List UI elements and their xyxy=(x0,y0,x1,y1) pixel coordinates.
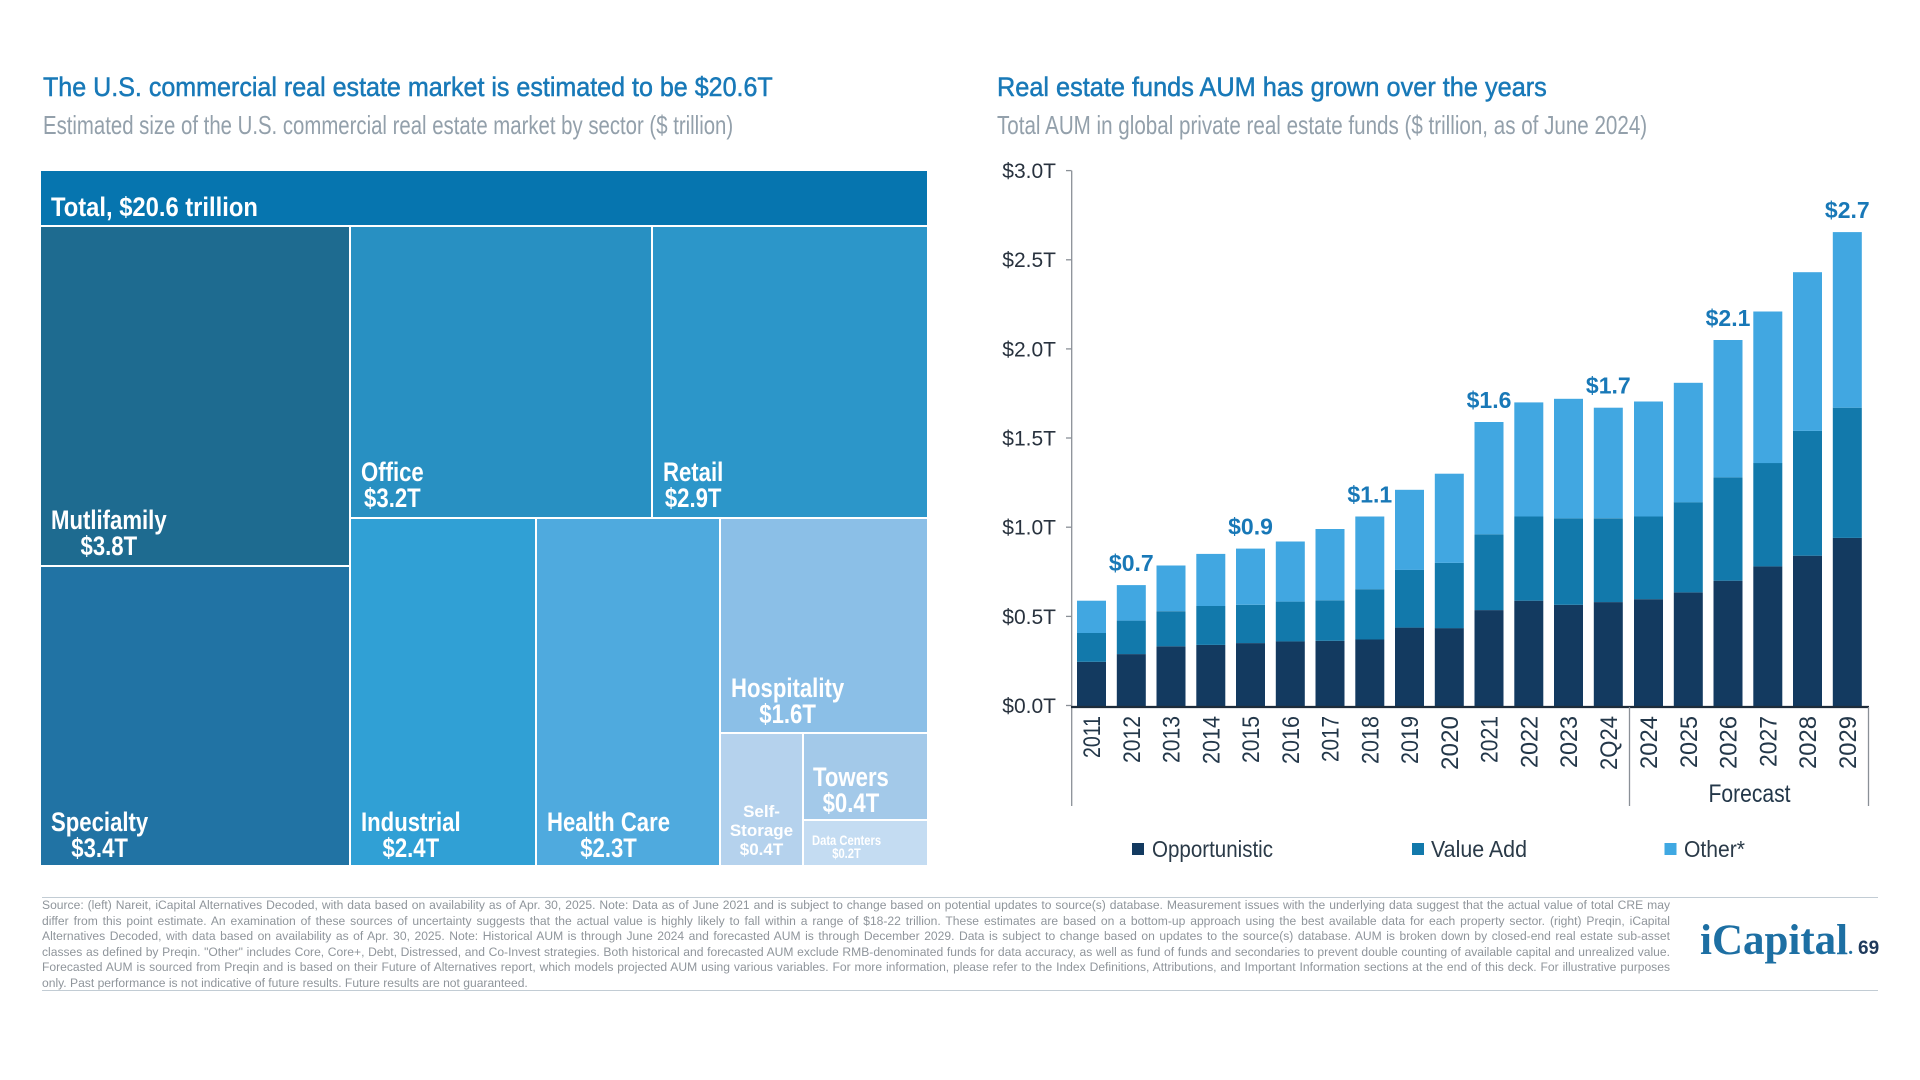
svg-text:$1.0T: $1.0T xyxy=(1002,517,1056,540)
svg-text:$1.7: $1.7 xyxy=(1586,373,1631,399)
svg-text:2016: 2016 xyxy=(1278,716,1305,764)
svg-text:Opportunistic: Opportunistic xyxy=(1152,836,1273,862)
svg-text:$1.5T: $1.5T xyxy=(1002,428,1056,451)
svg-text:2022: 2022 xyxy=(1517,716,1544,768)
svg-text:2011: 2011 xyxy=(1079,716,1106,758)
svg-text:$0.9: $0.9 xyxy=(1228,514,1273,540)
svg-text:$1.1: $1.1 xyxy=(1347,482,1392,508)
svg-text:$2.0T: $2.0T xyxy=(1002,338,1056,361)
svg-text:2012: 2012 xyxy=(1119,716,1146,763)
svg-text:Other*: Other* xyxy=(1684,836,1745,862)
svg-text:Value Add: Value Add xyxy=(1431,836,1527,862)
svg-text:2028: 2028 xyxy=(1795,716,1822,769)
svg-text:2017: 2017 xyxy=(1318,716,1345,762)
svg-text:2026: 2026 xyxy=(1716,716,1743,769)
svg-text:$2.1: $2.1 xyxy=(1706,305,1751,331)
svg-text:2025: 2025 xyxy=(1676,716,1703,768)
svg-text:2019: 2019 xyxy=(1397,716,1424,764)
svg-text:2014: 2014 xyxy=(1199,716,1226,764)
svg-text:2021: 2021 xyxy=(1477,716,1504,763)
svg-text:2024: 2024 xyxy=(1636,716,1663,769)
svg-text:$3.0T: $3.0T xyxy=(1002,160,1056,183)
svg-text:$0.7: $0.7 xyxy=(1109,550,1154,576)
svg-text:2029: 2029 xyxy=(1835,716,1862,769)
svg-text:$0.0T: $0.0T xyxy=(1002,695,1056,718)
svg-text:2018: 2018 xyxy=(1358,716,1385,764)
svg-text:$1.6: $1.6 xyxy=(1467,387,1512,413)
svg-text:$2.5T: $2.5T xyxy=(1002,249,1056,272)
svg-text:2015: 2015 xyxy=(1238,716,1265,763)
svg-text:$0.5T: $0.5T xyxy=(1002,606,1056,629)
svg-text:2023: 2023 xyxy=(1556,716,1583,768)
svg-text:2027: 2027 xyxy=(1756,716,1783,767)
svg-text:2013: 2013 xyxy=(1159,716,1186,763)
svg-text:$2.7: $2.7 xyxy=(1825,197,1870,223)
svg-text:Forecast: Forecast xyxy=(1709,780,1791,808)
svg-text:2020: 2020 xyxy=(1437,716,1464,770)
svg-text:2Q24: 2Q24 xyxy=(1596,716,1623,770)
